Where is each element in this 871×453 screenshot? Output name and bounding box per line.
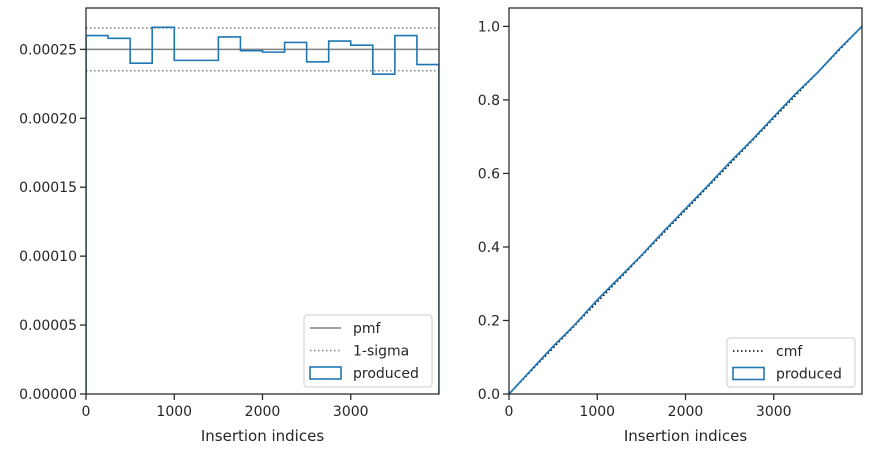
y-tick-label: 0.00005 — [19, 318, 77, 334]
x-tick-label: 3000 — [756, 404, 792, 420]
y-tick-label: 0.6 — [478, 166, 500, 182]
y-tick-label: 0.0 — [478, 387, 500, 403]
y-tick-label: 0.00000 — [19, 387, 77, 403]
x-tick-label: 1000 — [156, 404, 192, 420]
legend-frame — [303, 314, 433, 388]
plot-area — [86, 26, 439, 394]
y-tick-label: 0.8 — [478, 93, 500, 109]
legend-frame — [726, 337, 856, 388]
y-tick-label: 0.00015 — [19, 180, 77, 196]
legend: pmf 1-sigma produced — [303, 314, 433, 388]
legend-label-pmf: pmf — [353, 321, 382, 337]
y-tick-label: 1.0 — [478, 19, 500, 35]
right-chart-cmf: 0 1000 2000 3000 0.0 0.2 0.4 0.6 0.8 1.0 Insertion… — [478, 7, 863, 445]
legend-label-cmf: cmf — [776, 344, 803, 360]
legend-swatch-produced — [732, 366, 765, 381]
left-chart-pmf: 0 1000 2000 3000 0.00000 0.00005 0.00010 0.0001… — [19, 7, 440, 445]
x-tick-label: 2000 — [245, 404, 281, 420]
legend-label-produced: produced — [776, 367, 842, 383]
axes-frame — [508, 7, 863, 395]
legend-swatch-produced — [309, 366, 342, 380]
y-tick-label: 0.00010 — [19, 249, 77, 265]
y-tick-label: 0.00020 — [19, 111, 77, 127]
produced-histogram-step — [86, 26, 439, 394]
x-tick-label: 0 — [82, 404, 91, 420]
x-axis-label: Insertion indices — [201, 427, 324, 445]
legend-label-produced: produced — [353, 366, 419, 382]
y-tick-label: 0.00025 — [19, 42, 77, 58]
x-tick-label: 1000 — [579, 404, 615, 420]
y-tick-label: 0.2 — [478, 313, 500, 329]
plot-area — [509, 25, 862, 394]
produced-line — [509, 25, 862, 394]
x-tick-label: 3000 — [333, 404, 369, 420]
legend-label-1-sigma: 1-sigma — [353, 344, 409, 360]
x-tick-label: 2000 — [668, 404, 704, 420]
legend: cmf produced — [726, 337, 856, 388]
x-tick-label: 0 — [505, 404, 514, 420]
y-tick-label: 0.4 — [478, 240, 500, 256]
x-axis-label: Insertion indices — [624, 427, 747, 445]
